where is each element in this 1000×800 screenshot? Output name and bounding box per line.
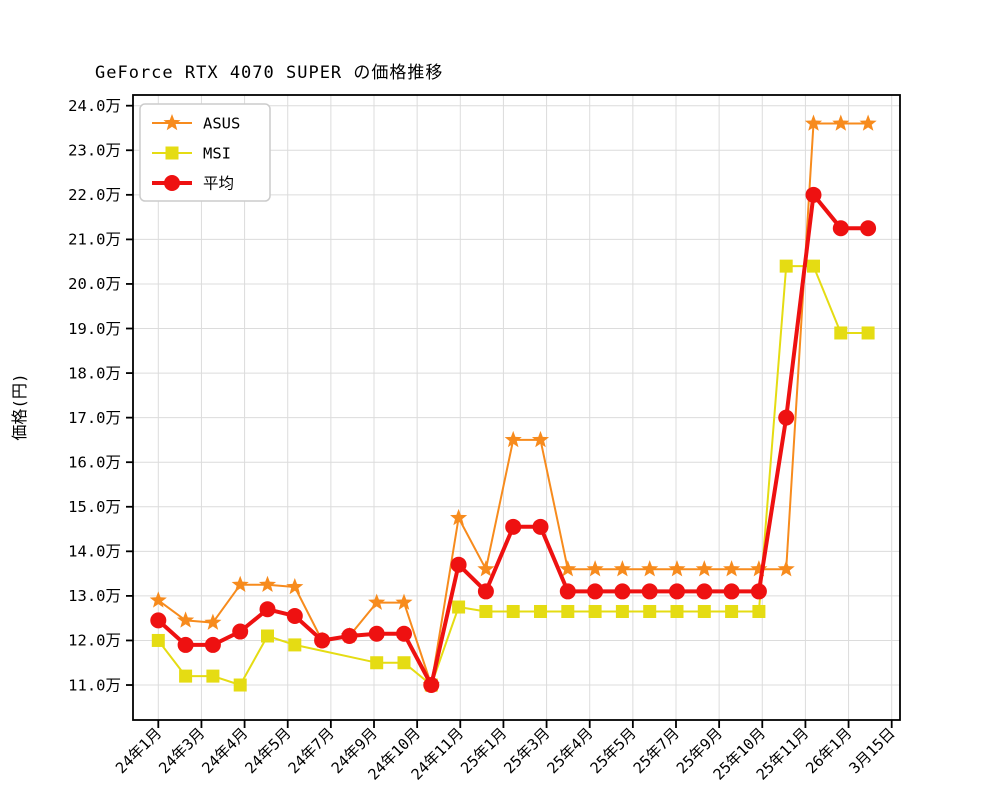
x-tick-label: 24年1月 bbox=[112, 724, 165, 777]
y-tick-label: 18.0万 bbox=[68, 364, 121, 382]
y-tick-label: 23.0万 bbox=[68, 142, 121, 160]
x-tick-label: 25年1月 bbox=[457, 724, 510, 777]
y-tick-label: 17.0万 bbox=[68, 409, 121, 427]
series-MSI bbox=[151, 259, 875, 692]
x-tick-label: 3月15日 bbox=[845, 724, 898, 777]
y-tick-label: 11.0万 bbox=[68, 676, 121, 694]
x-tick-label: 24年7月 bbox=[285, 724, 338, 777]
legend-label-MSI: MSI bbox=[203, 144, 231, 162]
legend-label-平均: 平均 bbox=[203, 174, 234, 192]
legend: ASUS MSI 平均 bbox=[139, 103, 271, 202]
x-tick-label: 24年3月 bbox=[155, 724, 208, 777]
y-tick-label: 20.0万 bbox=[68, 275, 121, 293]
y-tick-label: 14.0万 bbox=[68, 543, 121, 561]
y-tick-label: 13.0万 bbox=[68, 587, 121, 605]
y-axis-ticks: 24.0万 23.0万 22.0万 21.0万 20.0万 19.0万 18.0万 17.0万… bbox=[68, 97, 133, 694]
x-tick-label: 25年5月 bbox=[587, 724, 640, 777]
y-tick-label: 19.0万 bbox=[68, 320, 121, 338]
chart-title: GeForce RTX 4070 SUPER の価格推移 bbox=[95, 63, 444, 83]
y-tick-label: 12.0万 bbox=[68, 632, 121, 650]
x-tick-label: 26年1月 bbox=[802, 724, 855, 777]
y-tick-label: 16.0万 bbox=[68, 453, 121, 471]
y-tick-label: 21.0万 bbox=[68, 231, 121, 249]
legend-label-ASUS: ASUS bbox=[203, 114, 240, 132]
series-line-ASUS bbox=[157, 122, 869, 686]
x-tick-label: 24年4月 bbox=[198, 724, 251, 777]
y-tick-label: 22.0万 bbox=[68, 186, 121, 204]
x-tick-label: 24年5月 bbox=[241, 724, 294, 777]
y-tick-label: 24.0万 bbox=[68, 97, 121, 115]
x-tick-label: 25年4月 bbox=[543, 724, 596, 777]
plot-border bbox=[132, 94, 901, 721]
x-axis-ticks: 24年1月24年3月24年4月24年5月24年7月24年9月24年10月24年1… bbox=[112, 720, 899, 784]
grid-lines bbox=[133, 95, 900, 720]
series-平均 bbox=[150, 186, 877, 694]
x-tick-label: 25年7月 bbox=[630, 724, 683, 777]
y-tick-label: 15.0万 bbox=[68, 498, 121, 516]
x-tick-label: 25年3月 bbox=[500, 724, 553, 777]
series-ASUS bbox=[149, 114, 877, 693]
